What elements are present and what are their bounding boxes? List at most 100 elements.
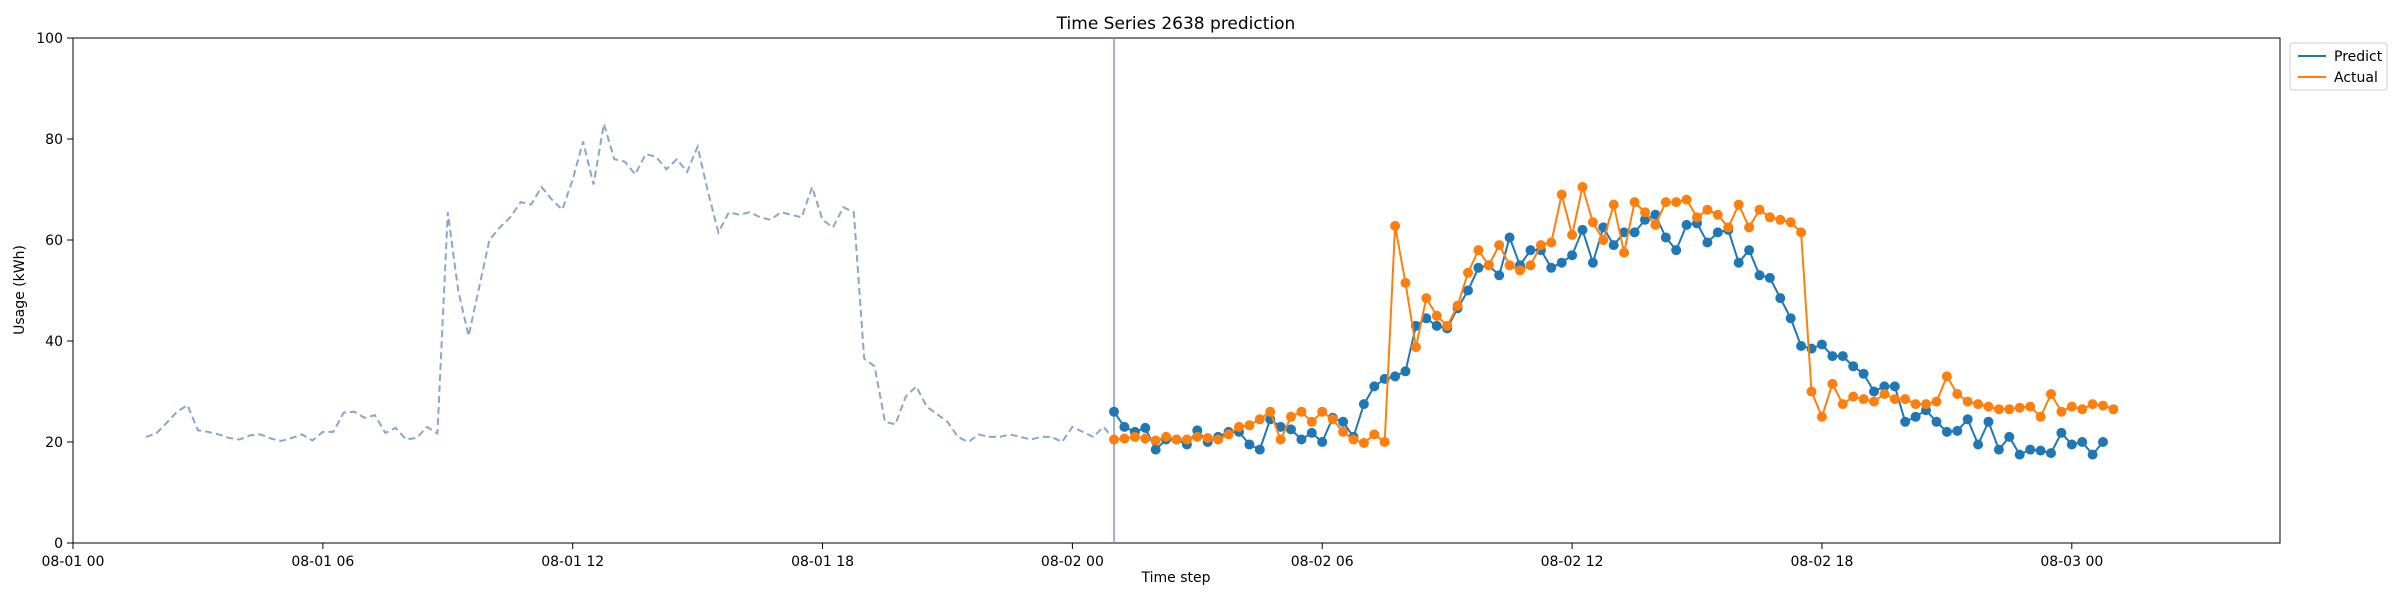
data-point-predict [1629,227,1640,238]
data-point-actual [1775,214,1786,225]
x-tick-label: 08-01 18 [791,554,854,570]
data-point-predict [1900,416,1911,427]
data-point-actual [1192,431,1203,442]
data-point-predict [2035,445,2046,456]
data-point-predict [1702,237,1713,248]
data-point-actual [1702,204,1713,215]
data-point-predict [1712,227,1723,238]
data-point-actual [1733,199,1744,210]
x-tick-label: 08-02 06 [1291,554,1354,570]
data-point-predict [1869,386,1879,397]
data-point-actual [1275,434,1286,445]
data-point-actual [1358,438,1369,448]
data-point-actual [1921,399,1931,410]
legend-label-actual: Actual [2334,70,2378,86]
data-point-actual [2014,402,2025,413]
data-point-predict [2046,448,2056,459]
data-point-actual [1837,399,1848,410]
data-point-predict [1150,444,1161,455]
data-point-predict [1431,320,1442,331]
data-point-actual [1816,411,1827,422]
y-axis-label: Usage (kWh) [12,245,28,335]
data-point-actual [1598,235,1609,245]
data-point-predict [2087,449,2098,460]
data-point-actual [1671,197,1682,208]
data-point-actual [1296,406,1307,417]
data-point-predict [1463,285,1473,296]
data-point-actual [1494,240,1505,251]
data-point-actual [1910,399,1921,410]
data-point-actual [1171,434,1182,445]
data-point-actual [1952,389,1963,399]
data-point-predict [1775,293,1786,304]
data-point-actual [1525,260,1536,271]
data-point-predict [1421,313,1432,324]
data-point-actual [1879,389,1890,399]
data-point-actual [1369,429,1380,440]
data-point-actual [1567,229,1578,240]
data-point-predict [2056,427,2067,438]
chart-title: Time Series 2638 prediction [1056,14,1296,34]
data-point-actual [1806,386,1817,397]
data-point-actual [1442,320,1453,331]
data-point-actual [1223,429,1234,440]
data-point-predict [1983,416,1994,427]
data-point-predict [1785,313,1796,324]
plot-area: 0 20 40 60 80 100 08-01 00 08-01 06 08-01 12 08-0… [36,31,2281,570]
data-point-actual [1410,342,1421,353]
data-point-actual [2066,401,2077,412]
data-point-actual [1941,371,1952,382]
data-point-actual [1306,416,1317,427]
data-point-predict [1358,399,1369,410]
data-point-actual [1587,217,1598,228]
data-point-predict [2025,444,2036,455]
x-tick-label: 08-01 12 [541,554,604,570]
data-point-actual [1796,227,1807,238]
data-point-actual [1889,394,1900,405]
data-point-predict [1109,406,1119,417]
data-point-predict [1400,366,1411,377]
data-point-actual [2098,400,2108,411]
data-point-predict [1660,232,1671,243]
x-tick-label: 08-02 12 [1541,554,1604,570]
data-point-actual [2004,404,2015,415]
y-tick-label: 0 [54,536,63,552]
data-point-actual [1234,421,1244,432]
data-point-predict [1681,219,1692,230]
data-point-actual [1692,212,1702,223]
data-point-actual [1744,222,1755,233]
data-point-actual [1317,406,1328,417]
data-point-actual [1452,300,1463,311]
data-point-predict [2098,437,2108,447]
data-point-predict [1244,439,1255,450]
x-axis-label: Time step [1141,570,1211,586]
data-point-predict [1525,245,1536,256]
data-point-actual [1421,293,1432,304]
data-point-predict [1577,224,1588,235]
data-point-predict [1473,262,1484,273]
data-point-actual [1400,277,1411,288]
data-point-actual [2077,404,2088,415]
data-point-actual [1119,433,1130,444]
data-point-predict [1744,245,1755,256]
data-point-predict [1952,425,1963,436]
x-tick-label: 08-02 18 [1790,554,1853,570]
data-point-actual [1629,197,1640,208]
data-point-actual [1754,204,1765,215]
data-point-predict [2077,437,2088,447]
data-point-actual [1286,411,1296,422]
x-tick-label: 08-03 00 [2040,554,2103,570]
data-point-predict [1317,437,1328,447]
data-point-predict [1390,371,1401,382]
data-point-actual [1660,197,1671,208]
data-point-predict [1764,272,1775,283]
data-point-actual [2108,404,2119,415]
data-point-actual [1848,391,1859,402]
data-point-predict [1546,262,1557,273]
data-point-predict [1962,414,1973,425]
data-point-predict [1556,257,1567,268]
y-tick-label: 80 [45,132,63,148]
data-point-actual [1983,401,1994,412]
data-point-predict [1837,351,1848,362]
data-point-actual [1140,433,1151,444]
